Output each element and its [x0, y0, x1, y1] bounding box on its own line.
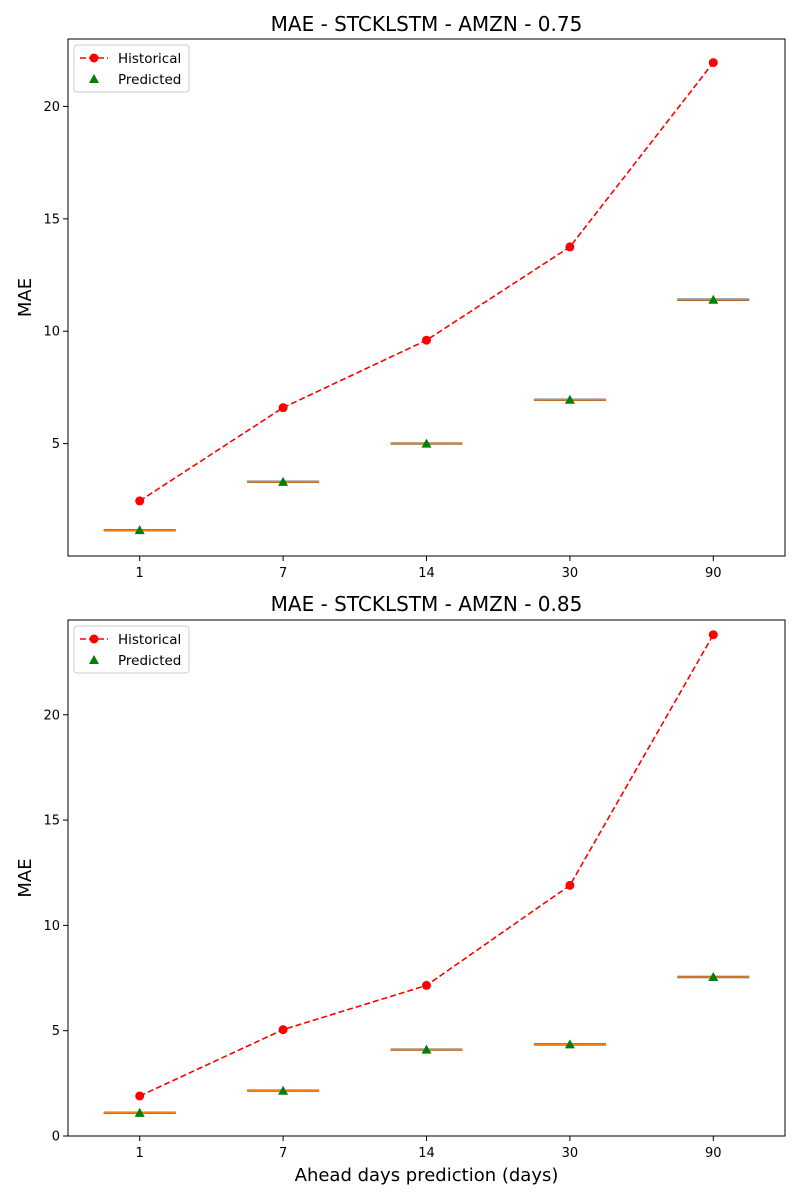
legend-historical-label: Historical — [118, 51, 181, 67]
predicted-point — [278, 1085, 289, 1095]
legend-box — [73, 44, 190, 93]
chart-title: MAE - STCKLSTM - AMZN - 0.75 — [271, 12, 583, 36]
chart-title: MAE - STCKLSTM - AMZN - 0.85 — [271, 592, 583, 616]
x-tick-label: 7 — [279, 1146, 287, 1161]
historical-point — [135, 496, 145, 506]
legend-historical-marker — [89, 634, 99, 644]
y-tick-label: 0 — [52, 1130, 60, 1145]
legend-predicted-marker — [89, 655, 99, 664]
y-tick-label: 10 — [43, 919, 60, 934]
plot-frame — [67, 38, 786, 557]
x-tick-label: 90 — [705, 1146, 722, 1161]
x-tick-label: 14 — [418, 1146, 435, 1161]
y-tick-label: 20 — [43, 100, 60, 115]
predicted-point — [278, 476, 289, 486]
predicted-point — [134, 1107, 145, 1117]
x-tick-label: 90 — [705, 566, 722, 581]
x-tick-label: 30 — [562, 1146, 579, 1161]
predicted-point — [421, 438, 432, 448]
legend-historical-label: Historical — [118, 632, 181, 648]
historical-point — [565, 242, 575, 252]
predicted-point — [564, 1039, 575, 1049]
plot-frame — [67, 619, 786, 1137]
y-axis-label: MAE — [15, 858, 36, 897]
y-tick-label: 15 — [43, 212, 60, 227]
historical-point — [278, 403, 288, 413]
historical-point — [422, 335, 431, 345]
chart-bottom: MAE - STCKLSTM - AMZN - 0.85 MAE Ahead day… — [15, 592, 786, 1186]
legend-predicted-marker — [89, 74, 99, 83]
y-tick-label: 5 — [52, 437, 60, 452]
y-tick-label: 15 — [43, 814, 60, 829]
x-tick-label: 1 — [136, 1146, 144, 1161]
legend-historical-marker — [89, 53, 99, 63]
predicted-point — [708, 294, 719, 304]
x-tick-label: 7 — [279, 566, 287, 581]
historical-line — [139, 634, 714, 1097]
chart-top: MAE - STCKLSTM - AMZN - 0.75 MAE 5 10 15 20 1 7… — [15, 12, 786, 581]
historical-point — [708, 58, 718, 68]
y-tick-label: 20 — [43, 708, 60, 723]
x-tick-label: 14 — [418, 566, 435, 581]
y-tick-label: 10 — [43, 325, 60, 340]
x-tick-label: 30 — [562, 566, 579, 581]
y-axis-label: MAE — [15, 278, 36, 317]
historical-point — [565, 880, 575, 890]
legend-predicted-label: Predicted — [118, 72, 181, 88]
historical-point — [422, 980, 431, 990]
legend-predicted-label: Predicted — [118, 653, 181, 669]
historical-point — [278, 1025, 288, 1035]
predicted-point — [134, 525, 145, 535]
predicted-point — [708, 971, 719, 981]
historical-point — [708, 630, 718, 640]
predicted-point — [564, 394, 575, 404]
historical-point — [135, 1091, 145, 1101]
predicted-point — [421, 1044, 432, 1054]
x-tick-label: 1 — [136, 566, 144, 581]
historical-line — [139, 62, 714, 502]
x-axis-label: Ahead days prediction (days) — [295, 1165, 559, 1186]
y-tick-label: 5 — [52, 1024, 60, 1039]
legend-box — [73, 625, 190, 674]
